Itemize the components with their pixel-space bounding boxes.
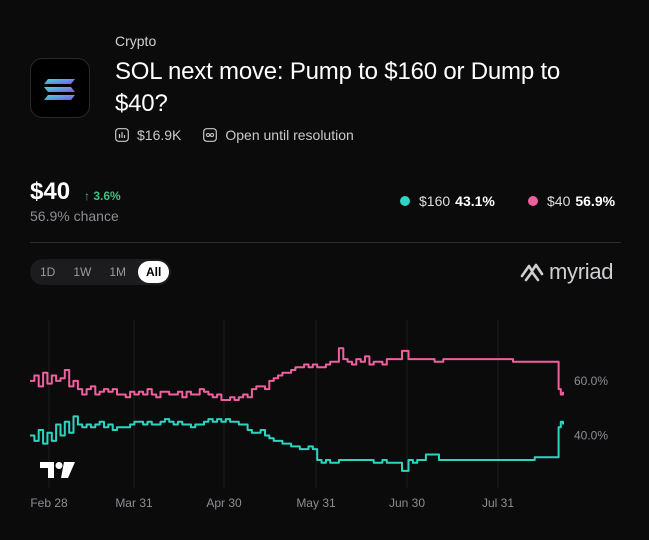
x-tick-label: Apr 30: [206, 496, 242, 510]
tradingview-logo-icon: [40, 462, 75, 478]
x-tick-label: Mar 31: [115, 496, 153, 510]
legend-label: $160: [419, 193, 451, 209]
market-status: Open until resolution: [225, 127, 354, 143]
price-change: ↑ 3.6%: [84, 189, 121, 203]
legend-item-40[interactable]: $40 56.9%: [528, 193, 615, 209]
legend-percent: 43.1%: [455, 193, 495, 209]
market-logo: [30, 58, 90, 118]
range-button-1d[interactable]: 1D: [40, 265, 56, 279]
range-button-all[interactable]: All: [138, 261, 170, 283]
brand-watermark: myriad: [520, 259, 614, 285]
price-history-chart[interactable]: 60.0% 40.0% Feb 28 Mar 31 Apr 30 May 31 Jun 3…: [0, 320, 649, 520]
time-range-selector: 1D 1W 1M All: [30, 259, 171, 285]
market-volume: $16.9K: [137, 127, 182, 143]
series-line: [30, 347, 564, 401]
x-tick-label: Jun 30: [389, 496, 425, 510]
outcome-chance: 56.9% chance: [30, 208, 119, 224]
y-tick-label: 40.0%: [574, 428, 608, 442]
market-category[interactable]: Crypto: [115, 33, 157, 49]
market-meta: $16.9K Open until resolution: [115, 126, 354, 144]
range-button-1m[interactable]: 1M: [109, 265, 127, 279]
legend-label: $40: [547, 193, 571, 209]
legend-item-160[interactable]: $160 43.1%: [400, 193, 495, 209]
myriad-logo-icon: [520, 263, 544, 282]
legend-dot-icon: [528, 196, 538, 206]
market-title: SOL next move: Pump to $160 or Dump to $…: [115, 58, 561, 117]
x-grid: [48, 320, 499, 488]
x-tick-label: Jul 31: [482, 496, 514, 510]
brand-name: myriad: [549, 259, 614, 284]
series-line: [30, 415, 564, 472]
x-tick-label: May 31: [296, 496, 336, 510]
x-tick-label: Feb 28: [30, 496, 68, 510]
selected-outcome-price: $40: [30, 178, 71, 205]
volume-chart-icon: [115, 128, 129, 142]
infinity-clock-icon: [203, 128, 218, 142]
legend-dot-icon: [400, 196, 410, 206]
y-tick-label: 60.0%: [574, 374, 608, 388]
legend-percent: 56.9%: [575, 193, 616, 209]
range-button-1w[interactable]: 1W: [73, 265, 92, 279]
solana-logo-icon: [44, 79, 75, 100]
divider: [30, 242, 621, 243]
